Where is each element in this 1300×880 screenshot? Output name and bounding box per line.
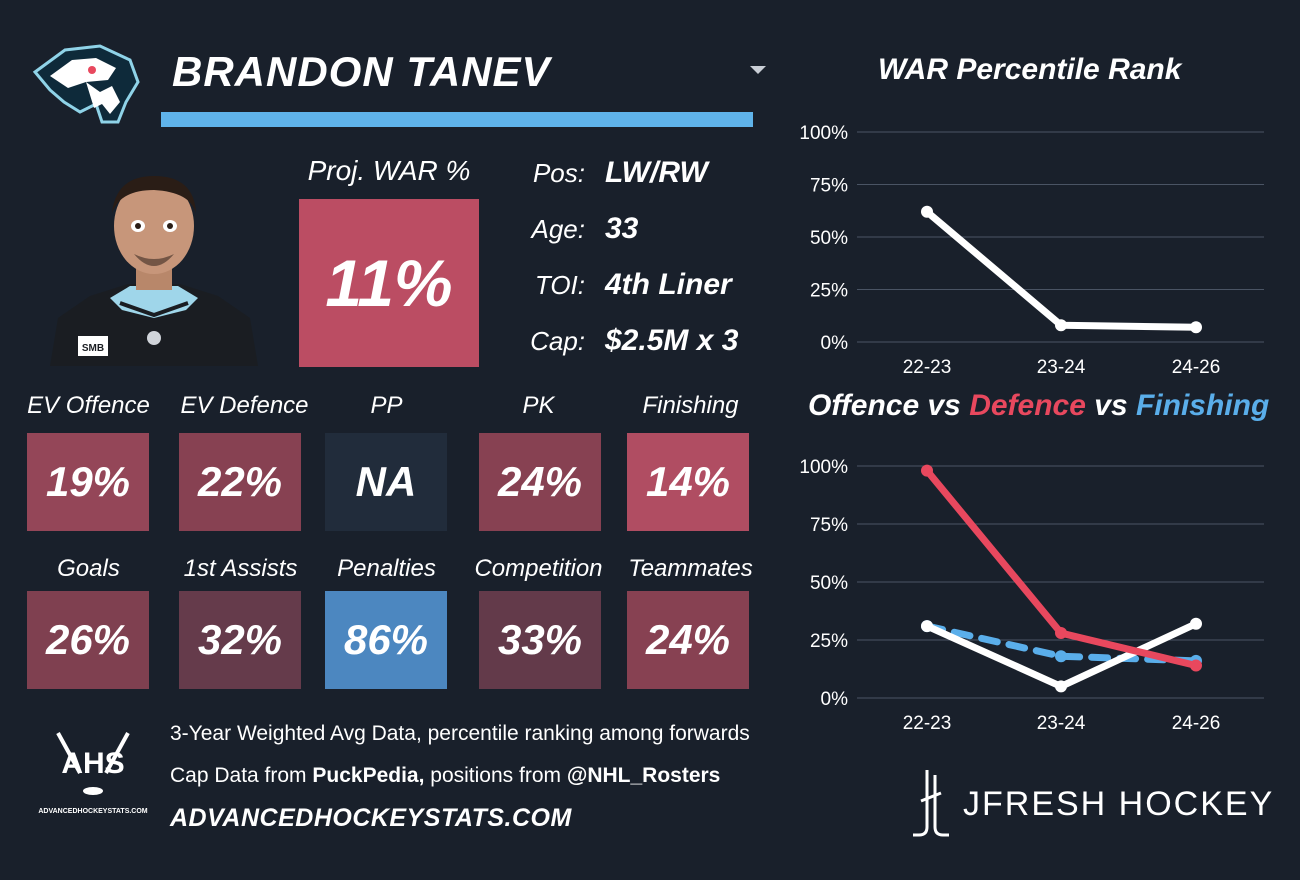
ahs-website-link[interactable]: ADVANCEDHOCKEYSTATS.COM [170, 804, 572, 832]
info-key: Pos: [532, 157, 585, 188]
stat-label-pk: PK [522, 392, 555, 419]
jfresh-brand-logo: JFRESH HOCKEY [913, 770, 1274, 837]
x-tick-label: 22-23 [903, 357, 952, 378]
title-vs-1: vs [919, 389, 970, 422]
series-point [921, 205, 933, 218]
stat-box-ev-defence: 22% [179, 433, 301, 531]
stat-box-ev-offence: 19% [27, 433, 149, 531]
series-point [1055, 319, 1067, 332]
stat-box-penalties: 86% [325, 591, 447, 689]
title-defence: Defence [969, 389, 1086, 422]
title-offence: Offence [808, 389, 920, 422]
y-tick-label: 25% [810, 631, 848, 652]
stat-label-teammates: Teammates [628, 555, 753, 582]
x-tick-label: 24-26 [1172, 713, 1221, 734]
y-tick-label: 25% [810, 281, 848, 302]
info-value: $2.5M x 3 [605, 324, 739, 357]
info-key: TOI: [534, 269, 585, 300]
player-dropdown-chevron-down-icon[interactable] [750, 66, 766, 74]
proj-war-value: 11% [299, 199, 479, 367]
series-point [1190, 659, 1202, 672]
stat-label-penalties: Penalties [337, 555, 436, 582]
jersey-sponsor-patch: SMB [82, 343, 104, 354]
stat-label-ev-defence: EV Defence [180, 392, 309, 419]
ovd-chart-title: Offence vs Defence vs Finishing [808, 389, 1269, 423]
name-underline [161, 112, 753, 127]
series-point [1190, 321, 1202, 334]
player-name: BRANDON TANEV [172, 48, 551, 95]
info-value: 33 [605, 212, 639, 245]
nhl-rosters-link[interactable]: @NHL_Rosters [566, 764, 721, 787]
series-point [921, 620, 933, 633]
title-vs-2: vs [1085, 389, 1136, 422]
info-row-toi: TOI: 4th Liner [520, 265, 760, 305]
offence-defence-finishing-chart: 0% 25% 50% 75% 100% 22-23 23-24 24-26 [799, 457, 1264, 734]
stat-label-ev-offence: EV Offence [27, 392, 150, 419]
footer-sources-mid: positions from [424, 764, 567, 787]
team-logo-icon [32, 44, 140, 124]
series-line [923, 208, 1200, 331]
proj-war-label: Proj. WAR % [307, 155, 471, 186]
info-row-age: Age: 33 [520, 209, 760, 249]
x-tick-label: 23-24 [1037, 357, 1086, 378]
footer-note: 3-Year Weighted Avg Data, percentile ran… [170, 722, 750, 745]
war-percentile-chart: 0% 25% 50% 75% 100% 22-23 23-24 24-26 [799, 123, 1264, 378]
info-key: Cap: [530, 325, 585, 356]
stat-label-finishing: Finishing [642, 392, 739, 419]
stat-label-1st-assists: 1st Assists [183, 555, 298, 582]
player-headshot: SMB [50, 176, 258, 366]
stat-label-goals: Goals [57, 555, 120, 582]
series-point [1055, 627, 1067, 640]
stat-box-teammates: 24% [627, 591, 749, 689]
y-tick-label: 75% [810, 515, 848, 536]
stat-box-goals: 26% [27, 591, 149, 689]
y-tick-label: 75% [810, 176, 848, 197]
ahs-logo-subtext: ADVANCEDHOCKEYSTATS.COM [38, 808, 147, 815]
x-tick-label: 24-26 [1172, 357, 1221, 378]
footer-sources: Cap Data from PuckPedia, positions from … [170, 764, 720, 788]
y-tick-label: 0% [821, 333, 849, 354]
stat-box-pk: 24% [479, 433, 601, 531]
footer-sources-prefix: Cap Data from [170, 764, 313, 787]
y-tick-label: 100% [799, 457, 848, 478]
info-row-cap: Cap: $2.5M x 3 [520, 321, 760, 361]
info-value: LW/RW [605, 156, 708, 189]
hockey-stick-icon [913, 770, 929, 837]
info-row-position: Pos: LW/RW [520, 153, 760, 193]
war-chart-title: WAR Percentile Rank [878, 53, 1182, 86]
title-finishing: Finishing [1135, 389, 1270, 422]
ahs-logo-text: AHS [61, 747, 124, 780]
jfresh-brand-text: JFRESH HOCKEY [963, 785, 1274, 823]
stat-box-1st-assists: 32% [179, 591, 301, 689]
series-point [1055, 650, 1067, 663]
series-point [1055, 680, 1067, 693]
stat-label-competition: Competition [474, 555, 603, 582]
ahs-logo-icon: AHS ADVANCEDHOCKEYSTATS.COM [38, 732, 148, 815]
series-point [1190, 617, 1202, 630]
x-tick-label: 23-24 [1037, 713, 1086, 734]
puckpedia-link[interactable]: PuckPedia, [312, 764, 425, 787]
series-point [921, 464, 933, 477]
stat-box-pp: NA [325, 433, 447, 531]
y-tick-label: 0% [821, 689, 849, 710]
stat-box-finishing: 14% [627, 433, 749, 531]
y-tick-label: 50% [810, 573, 848, 594]
stat-label-pp: PP [370, 392, 403, 419]
info-key: Age: [531, 213, 586, 244]
y-tick-label: 100% [799, 123, 848, 144]
y-tick-label: 50% [810, 228, 848, 249]
stat-box-competition: 33% [479, 591, 601, 689]
x-tick-label: 22-23 [903, 713, 952, 734]
info-value: 4th Liner [605, 268, 732, 301]
